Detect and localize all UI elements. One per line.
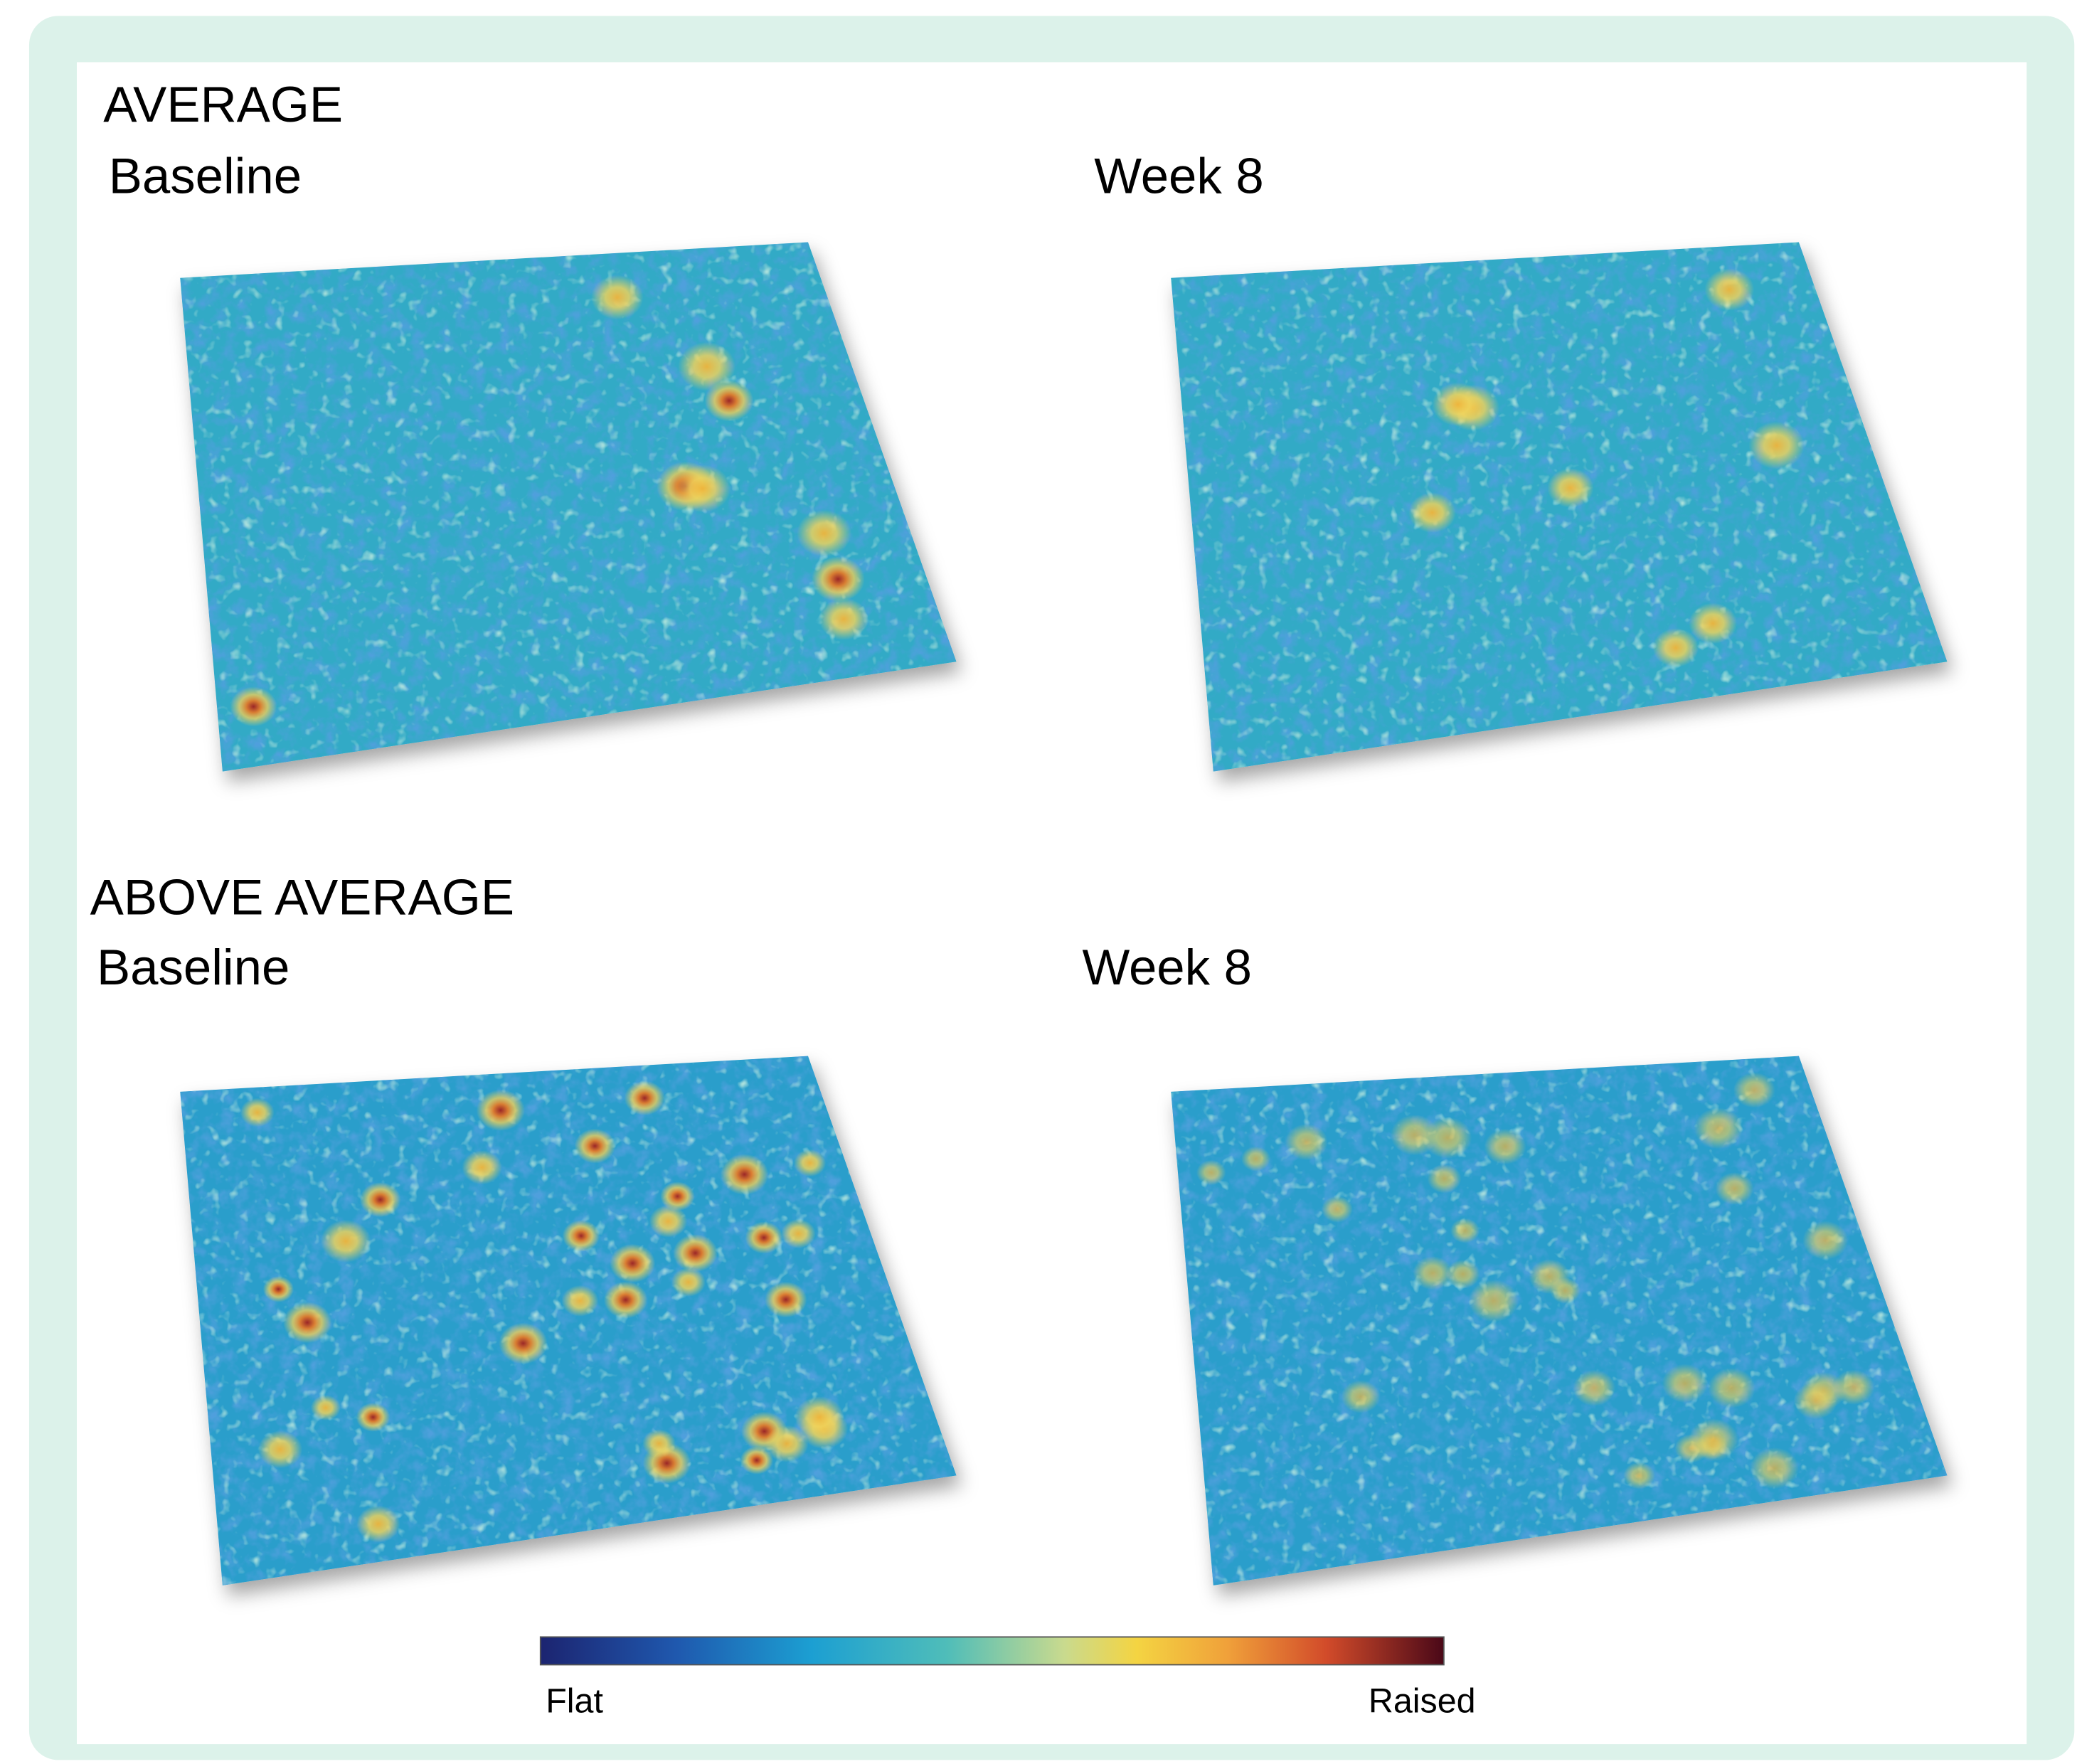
colorbar-label: Raised [1369, 1681, 1476, 1720]
surface-bump [1433, 383, 1484, 426]
surface-bump [1733, 1073, 1775, 1108]
section-title: AVERAGE [103, 76, 343, 132]
surface-bump [591, 275, 644, 319]
surface-bump [1748, 422, 1805, 469]
surface-bump [356, 1403, 390, 1432]
surface-bump [1662, 1364, 1708, 1403]
surface-bump [1623, 1462, 1655, 1489]
colorbar [541, 1637, 1444, 1664]
surface-bump [1689, 603, 1737, 644]
surface-bump [794, 1149, 826, 1176]
surface-bump [1285, 1124, 1328, 1160]
surface-bump [1408, 492, 1456, 533]
panel-label: Week 8 [1082, 939, 1252, 995]
surface-bump [230, 686, 277, 726]
surface-bump [1573, 1370, 1615, 1406]
surface-bump [1547, 468, 1593, 507]
surface-bump [1342, 1380, 1381, 1413]
surface-bump [477, 1090, 525, 1131]
surface-bump [263, 1276, 294, 1302]
surface-bump [1413, 1256, 1452, 1290]
surface-bump [562, 1285, 599, 1317]
surface-bump [563, 1220, 600, 1252]
surface-bump [671, 1268, 706, 1297]
surface-bump [1704, 268, 1754, 310]
surface-bump [1322, 1196, 1353, 1222]
surface-bump [321, 1220, 371, 1263]
surface-bump [1750, 1447, 1799, 1489]
panel-label: Baseline [97, 939, 289, 995]
surface-bump [781, 1219, 815, 1248]
surface-bump [240, 1098, 275, 1127]
panel-label: Week 8 [1094, 148, 1264, 204]
surface-bump [1469, 1280, 1519, 1322]
surface-bump [1196, 1160, 1226, 1185]
surface-bump [1716, 1172, 1754, 1205]
surface-bump [258, 1430, 302, 1468]
surface-bump [1450, 1218, 1480, 1243]
surface-bump [819, 598, 868, 640]
surface-bump [1529, 1259, 1571, 1294]
surface-bump [1428, 1164, 1462, 1194]
surface-bump [462, 1150, 502, 1184]
surface-bump [1708, 1368, 1755, 1408]
surface-bump [1802, 1221, 1848, 1260]
surface-bump [797, 510, 851, 556]
surface-bump [604, 1281, 647, 1318]
surface-bump [360, 1182, 401, 1217]
surface-bump [673, 1234, 718, 1272]
surface-bump [1794, 1382, 1837, 1419]
surface-bump [311, 1395, 341, 1420]
surface-bump [575, 1129, 616, 1164]
section-title: ABOVE AVERAGE [90, 869, 514, 925]
panel-label: Baseline [109, 148, 302, 204]
surface-bump [812, 556, 865, 602]
surface-bump [283, 1302, 331, 1343]
surface-bump [499, 1323, 547, 1364]
surface-bump [625, 1081, 665, 1115]
surface-bump [765, 1282, 807, 1318]
surface-bump [1674, 1434, 1708, 1462]
surface-bump [675, 465, 731, 513]
surface-bump [1391, 1115, 1438, 1155]
surface-bump [642, 1429, 676, 1457]
colorbar-label: Flat [546, 1681, 603, 1720]
surface-bump [745, 1222, 782, 1254]
figure: AVERAGE Baseline Week 8 ABOVE AVERAGE Ba… [0, 0, 2077, 1764]
surface-bump [721, 1154, 769, 1194]
surface-bump [1694, 1107, 1743, 1149]
surface-bump [765, 1425, 808, 1462]
surface-bump [610, 1244, 655, 1282]
surface-bump [1484, 1129, 1526, 1164]
surface-bump [356, 1506, 400, 1543]
surface-bump [705, 380, 753, 421]
surface-bump [1653, 628, 1699, 667]
surface-bump [1241, 1147, 1270, 1171]
surface-bump [649, 1205, 688, 1237]
page: AVERAGE Baseline Week 8 ABOVE AVERAGE Ba… [0, 0, 2077, 1764]
